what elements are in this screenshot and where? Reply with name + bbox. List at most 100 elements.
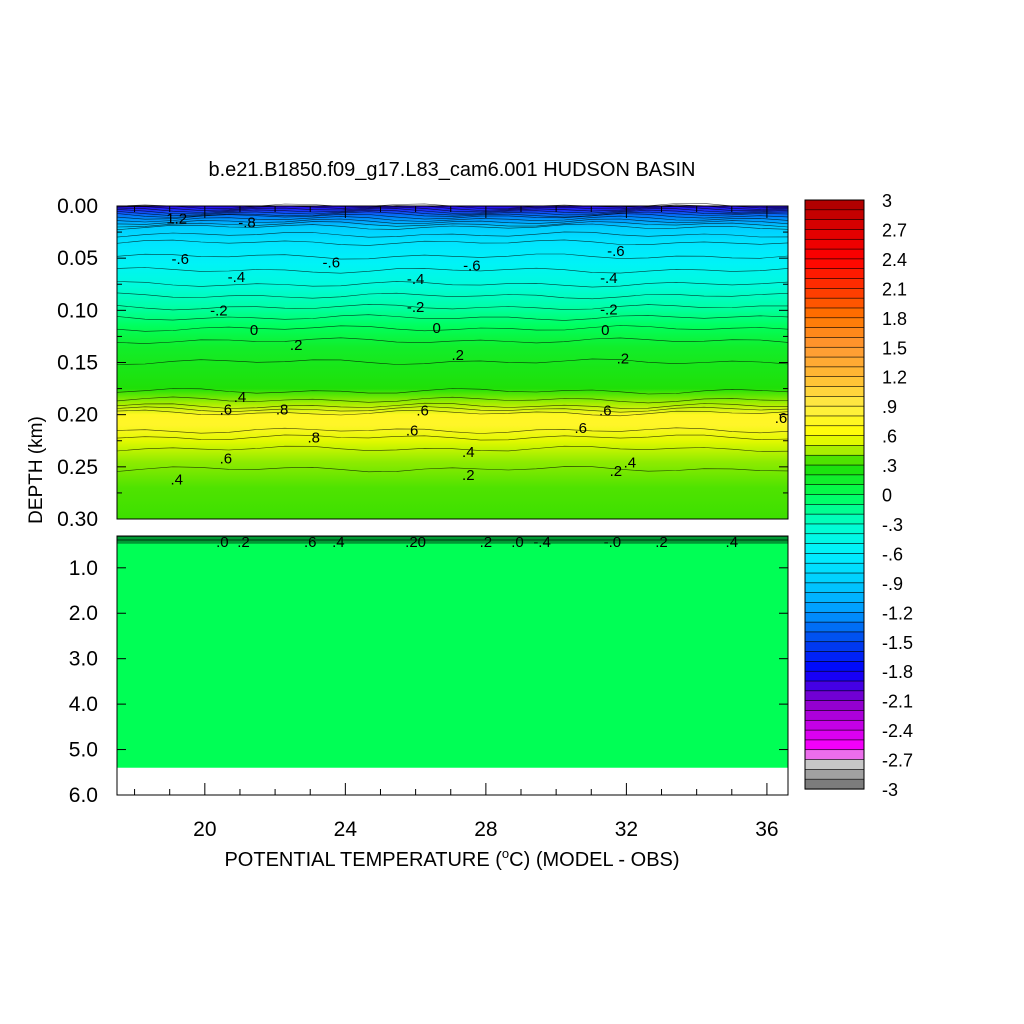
colorbar-bin — [804, 611, 865, 623]
colorbar-bin — [804, 700, 865, 712]
contour-label: 0 — [250, 322, 258, 339]
contour-line — [116, 466, 789, 473]
contour-line — [116, 314, 789, 321]
colorbar-bin — [804, 710, 865, 721]
x-axis-title: POTENTIAL TEMPERATURE (oC) (MODEL - OBS) — [224, 846, 679, 871]
contour-line — [116, 281, 789, 288]
lower-panel-frame — [116, 535, 789, 796]
contour-label: .6 — [775, 410, 788, 427]
contour-line — [116, 325, 789, 332]
chart-title: b.e21.B1850.f09_g17.L83_cam6.001 HUDSON … — [209, 159, 696, 181]
contour-label: .2 — [480, 534, 493, 551]
colorbar-bin — [804, 346, 865, 358]
contour-line — [116, 396, 789, 404]
colorbar-bin — [804, 749, 865, 761]
contour-line — [116, 292, 789, 300]
colorbar-bin — [804, 396, 865, 407]
contour-label: -.4 — [228, 269, 246, 286]
colorbar-label: -.6 — [882, 544, 903, 564]
colorbar-label: 0 — [882, 486, 892, 506]
colorbar-label: 3 — [882, 191, 892, 211]
colorbar-bin — [804, 219, 865, 231]
colorbar-bin — [804, 258, 865, 270]
colorbar-bin — [804, 670, 865, 682]
colorbar-bin — [804, 268, 865, 280]
colorbar-bin — [804, 238, 865, 250]
colorbar-bin — [804, 513, 865, 525]
colorbar-label: 1.2 — [882, 368, 907, 388]
colorbar-bin — [804, 229, 865, 240]
colorbar-bin — [804, 405, 865, 417]
colorbar-bin — [804, 199, 865, 211]
contour-label: -.6 — [607, 243, 625, 260]
colorbar-bin — [804, 494, 865, 505]
contour-label: -.6 — [323, 254, 341, 271]
upper-panel-field — [117, 206, 788, 519]
colorbar-label: .3 — [882, 456, 897, 476]
contour-label: .4 — [234, 389, 247, 406]
x-axis-title-suffix: C) (MODEL - OBS) — [509, 849, 679, 871]
y-tick-label: 0.20 — [57, 404, 98, 427]
colorbar-label: 1.8 — [882, 309, 907, 329]
contour-line — [116, 239, 789, 246]
x-axis-title-unit-sup: o — [502, 846, 509, 861]
colorbar-bin — [804, 778, 865, 790]
contour-line — [116, 209, 789, 217]
contour-label: -.6 — [463, 257, 481, 274]
contour-line — [116, 358, 789, 365]
colorbar-bin — [804, 543, 865, 554]
contour-line — [116, 303, 788, 311]
colorbar-bin — [804, 209, 865, 221]
colorbar-bin — [804, 621, 865, 633]
upper-panel: 1.2 -.8-.6 -.6 -.6-.6-.4 -.4 -.4-.2 -.2 -.20 0 0.… — [116, 203, 789, 520]
colorbar-label: -2.7 — [882, 751, 913, 771]
colorbar-bin — [804, 317, 865, 329]
y-axis-title: DEPTH (km) — [26, 416, 47, 524]
contour-line — [116, 388, 789, 395]
contour-label: .6 — [416, 402, 429, 419]
contour-line — [116, 218, 789, 225]
colorbar-bin — [804, 464, 865, 476]
contour-label: -.0 — [604, 534, 622, 551]
contour-label: .6 — [599, 402, 612, 419]
colorbar-label: 2.1 — [882, 279, 907, 299]
colorbar-bin — [804, 445, 865, 456]
colorbar-bin — [804, 278, 865, 289]
colorbar-bin — [804, 337, 865, 348]
lower-panel: .0 .2 .6 .4 .20 .2 .0 -.4 -.0 .2 .4 — [116, 534, 789, 796]
colorbar-bin — [804, 376, 865, 388]
y-tick-label: 1.0 — [69, 557, 98, 580]
colorbar-bin — [804, 641, 865, 653]
colorbar-label: .6 — [882, 427, 897, 447]
colorbar-bin — [804, 582, 865, 594]
contour-label: .6 — [406, 422, 419, 439]
colorbar-bin — [804, 523, 865, 535]
colorbar-bin — [804, 690, 865, 702]
colorbar-label: .9 — [882, 397, 897, 417]
colorbar-bin — [804, 288, 865, 299]
y-tick-label: 4.0 — [69, 693, 98, 716]
colorbar-bin — [804, 425, 865, 437]
contour-line — [116, 402, 789, 409]
contour-label: .2 — [237, 534, 250, 551]
contour-label: .6 — [574, 420, 587, 437]
colorbar-bin — [804, 729, 865, 741]
contour-label: -.4 — [533, 534, 551, 551]
colorbar-bin — [804, 474, 865, 486]
contour-label: .2 — [452, 347, 465, 364]
contour-label: .6 — [304, 534, 317, 551]
contour-line — [116, 445, 789, 452]
contour-label: .2 — [290, 337, 303, 354]
colorbar-bin — [804, 553, 865, 564]
x-tick-label: 36 — [755, 818, 778, 841]
contour-label: .0 — [511, 534, 524, 551]
colorbar-bin — [804, 651, 865, 662]
contour-label: .8 — [307, 430, 320, 447]
contour-line — [116, 208, 789, 215]
colorbar-frame — [804, 199, 865, 790]
y-tick-label: 0.25 — [57, 456, 98, 479]
colorbar-bin — [804, 661, 865, 672]
colorbar-bin — [804, 435, 865, 447]
contour-label: 0 — [433, 320, 441, 337]
